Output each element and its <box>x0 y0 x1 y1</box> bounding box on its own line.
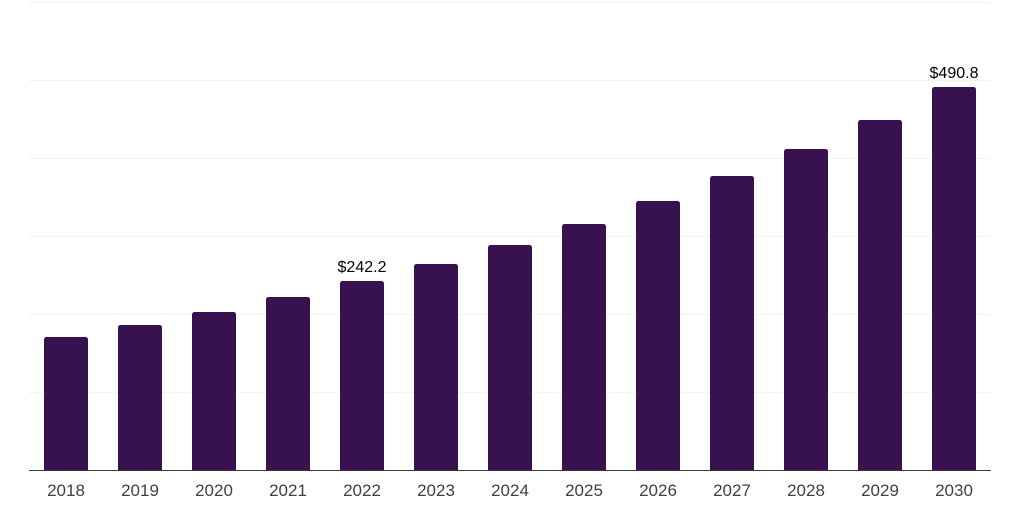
x-axis-line <box>29 469 991 471</box>
x-tick-2020: 2020 <box>195 481 233 500</box>
bar-group-2029 <box>843 2 917 470</box>
bar-group-2026 <box>621 2 695 470</box>
x-tick-2024: 2024 <box>491 481 529 500</box>
bar-2026 <box>635 201 681 470</box>
value-label-2022: $242.2 <box>337 259 387 277</box>
bar-2030 <box>931 87 977 470</box>
gridline <box>29 2 991 3</box>
bar-group-2018 <box>29 2 103 470</box>
x-axis-tick-labels: 2018 2019 2020 2021 2022 2023 2024 2025 2026 2027… <box>29 470 991 512</box>
x-tick-2025: 2025 <box>565 481 603 500</box>
bar-2029 <box>857 119 903 470</box>
bar-group-2028 <box>769 2 843 470</box>
x-tick-2018: 2018 <box>47 481 85 500</box>
x-tick-2027: 2027 <box>713 481 751 500</box>
bar-2025 <box>561 223 607 470</box>
x-tick-2026: 2026 <box>639 481 677 500</box>
bars-layer: $242.2 $490.8 <box>29 2 991 470</box>
gridline <box>29 236 991 237</box>
bar-group-2023 <box>399 2 473 470</box>
bar-group-2027 <box>695 2 769 470</box>
bar-2018 <box>43 337 89 470</box>
bar-2023 <box>413 263 459 470</box>
bar-group-2019 <box>103 2 177 470</box>
bar-2020 <box>191 311 237 470</box>
bar-group-2030: $490.8 <box>917 2 991 470</box>
bar-group-2024 <box>473 2 547 470</box>
bar-group-2025 <box>547 2 621 470</box>
x-tick-2022: 2022 <box>343 481 381 500</box>
x-tick-2028: 2028 <box>787 481 825 500</box>
bar-group-2021 <box>251 2 325 470</box>
x-tick-2021: 2021 <box>269 481 307 500</box>
bar-group-2022: $242.2 <box>325 2 399 470</box>
bar-2028 <box>783 149 829 470</box>
plot-area: $242.2 $490.8 <box>29 2 991 471</box>
bar-2021 <box>265 296 311 470</box>
bar-group-2020 <box>177 2 251 470</box>
bar-2024 <box>487 244 533 470</box>
bar-2022 <box>339 281 385 470</box>
x-tick-2029: 2029 <box>861 481 899 500</box>
value-label-2030: $490.8 <box>929 65 979 83</box>
gridline <box>29 158 991 160</box>
bar-2027 <box>709 176 755 470</box>
x-tick-2023: 2023 <box>417 481 455 500</box>
bar-2019 <box>117 324 163 470</box>
x-tick-2019: 2019 <box>121 481 159 500</box>
x-tick-2030: 2030 <box>935 481 973 500</box>
gridline <box>29 80 991 81</box>
